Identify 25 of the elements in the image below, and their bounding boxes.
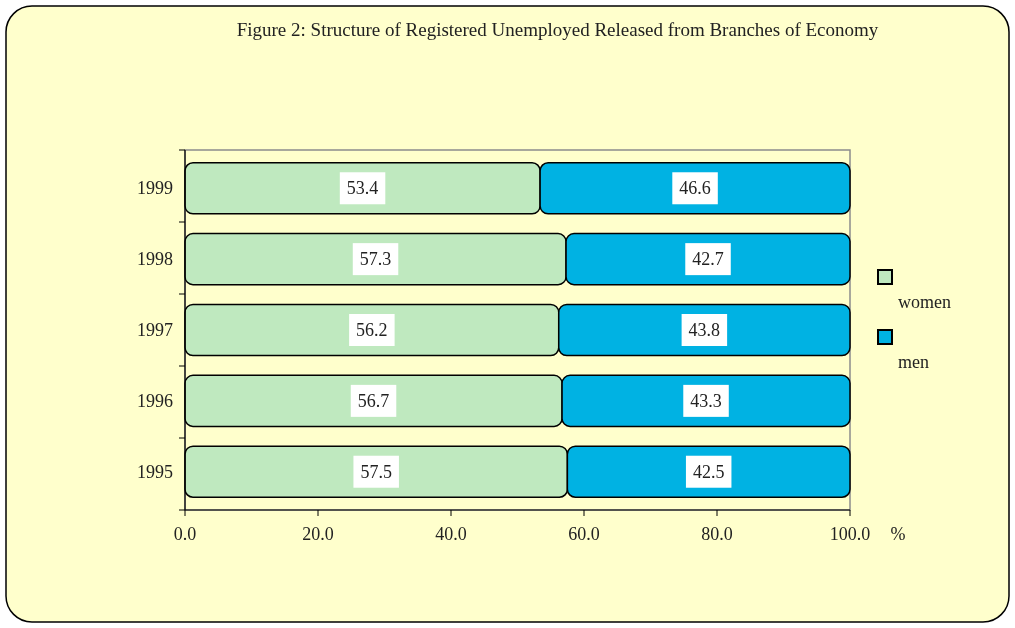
x-axis-title: % [890, 524, 906, 544]
data-label: 56.2 [356, 320, 388, 340]
x-tick-label: 100.0 [829, 524, 871, 544]
data-label: 57.5 [360, 461, 392, 482]
y-tick-label: 1998 [137, 249, 173, 270]
data-label: 56.7 [357, 390, 390, 411]
data-label: 57.3 [359, 249, 392, 270]
x-tick-label: 20.0 [302, 524, 334, 544]
data-label: 42.7 [692, 249, 724, 270]
data-label: 43.8 [688, 320, 721, 340]
y-tick-label: 1996 [137, 390, 173, 411]
x-tick-label: 60.0 [568, 524, 600, 544]
legend-label: women [898, 292, 951, 312]
x-tick-label: 0.0 [173, 524, 197, 544]
data-label: 42.5 [692, 461, 725, 482]
x-tick-label: 40.0 [435, 524, 467, 544]
data-label: 43.3 [690, 390, 722, 411]
y-tick-label: 1995 [137, 461, 173, 482]
legend-label: men [898, 352, 929, 372]
data-label: 46.6 [679, 178, 711, 199]
x-tick-label: 80.0 [701, 524, 733, 544]
data-label: 53.4 [346, 178, 379, 199]
chart-title: Figure 2: Structure of Registered Unemployed Released from Branches of Economy [236, 19, 879, 40]
y-tick-label: 1997 [137, 320, 173, 340]
y-tick-label: 1999 [137, 178, 173, 199]
